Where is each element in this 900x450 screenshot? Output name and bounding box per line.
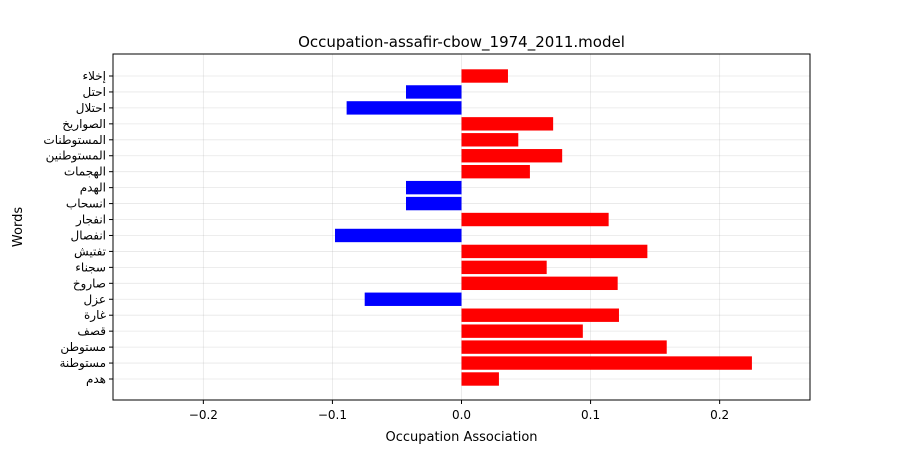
category-label: سجناء [75, 260, 106, 274]
bar [461, 260, 547, 275]
category-label: انفصال [70, 228, 106, 242]
y-axis-label: Words [11, 207, 26, 247]
bar [461, 356, 752, 370]
x-tick-label: 0.0 [452, 408, 471, 422]
category-label: احتلال [76, 101, 106, 115]
x-axis: −0.2 −0.1 0.0 0.1 0.2 [189, 400, 729, 422]
category-label: غارة [84, 308, 106, 323]
bar [461, 372, 499, 386]
x-tick-label: −0.1 [318, 408, 347, 422]
bar [335, 228, 462, 243]
bar [405, 85, 462, 99]
category-label: الهجمات [64, 165, 106, 179]
category-label: مستوطنة [59, 356, 106, 371]
bar [461, 244, 648, 259]
category-label: المستوطنات [43, 133, 106, 148]
category-label: قصف [77, 324, 106, 338]
bar [346, 101, 462, 115]
category-label: إخلاء [82, 69, 106, 83]
category-label: مستوطن [60, 340, 106, 355]
bar [405, 196, 462, 211]
bar [461, 117, 554, 131]
bar [461, 212, 609, 227]
bar [461, 324, 583, 338]
category-label: احتل [83, 85, 106, 99]
x-tick-label: −0.2 [189, 408, 218, 422]
bar [461, 308, 619, 322]
bar [461, 133, 519, 147]
category-label: هدم [86, 372, 106, 386]
x-tick-label: 0.2 [710, 408, 729, 422]
bar [461, 164, 530, 179]
category-label: الهدم [80, 181, 106, 195]
chart-title: Occupation-assafir-cbow_1974_2011.model [298, 33, 625, 52]
category-label: المستوطنين [46, 149, 106, 164]
category-label: تفتيش [74, 244, 106, 259]
bar [364, 292, 462, 306]
category-label: الصواريخ [62, 117, 106, 132]
bar [461, 340, 667, 354]
bar [405, 180, 462, 195]
bar [461, 276, 618, 291]
bars [335, 69, 752, 386]
category-label: انسحاب [66, 197, 106, 211]
bar [461, 149, 563, 163]
x-tick-label: 0.1 [581, 408, 600, 422]
category-label: عزل [84, 292, 107, 307]
category-label: انفجار [75, 213, 106, 228]
category-label: صاروخ [73, 276, 106, 291]
bar [461, 69, 508, 83]
y-axis: إخلاء احتل احتلال الصواريخالمستوطناتالمستوط… [43, 69, 113, 386]
x-axis-label: Occupation Association [385, 430, 537, 445]
